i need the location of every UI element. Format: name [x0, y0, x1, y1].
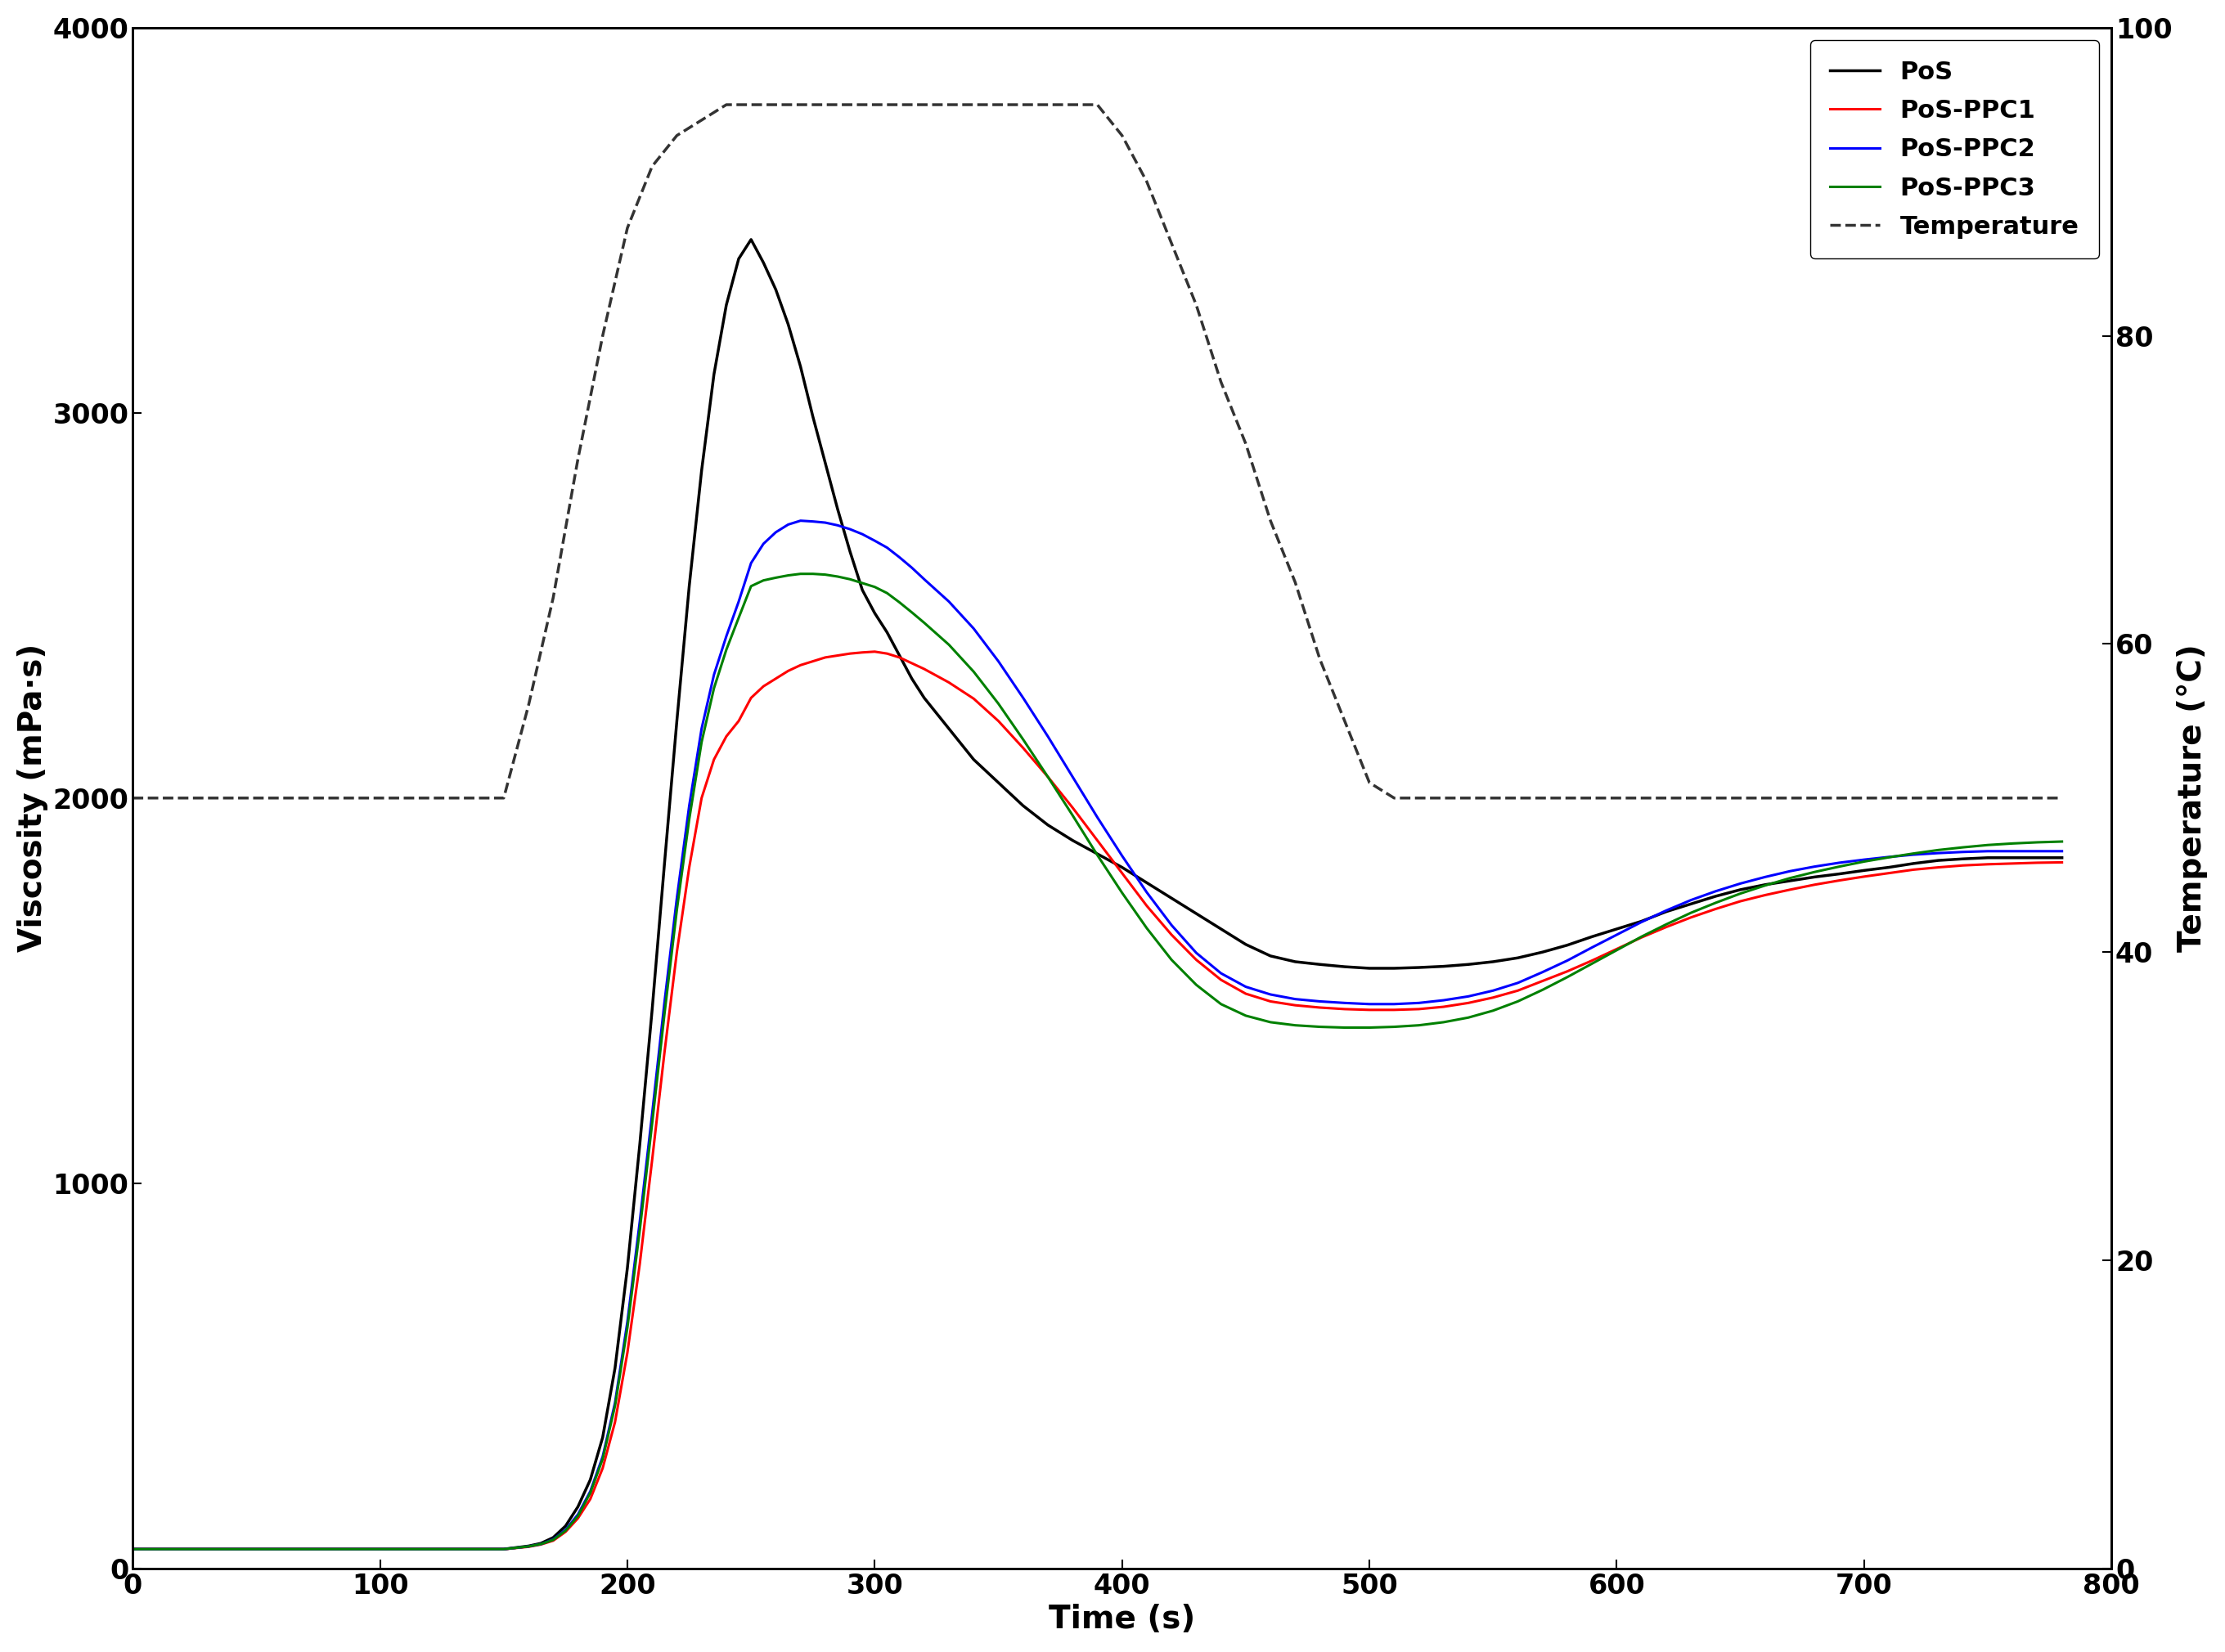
PoS-PPC1: [120, 1540, 147, 1559]
PoS-PPC3: [218, 1540, 245, 1559]
PoS-PPC3: [1480, 1001, 1506, 1021]
PoS: [120, 1540, 147, 1559]
Line: Temperature: Temperature: [134, 104, 2063, 798]
PoS-PPC3: [120, 1540, 147, 1559]
PoS-PPC3: [1331, 1018, 1357, 1037]
Temperature: [934, 94, 961, 114]
PoS-PPC3: [527, 1535, 554, 1555]
PoS: [1382, 958, 1408, 978]
PoS-PPC2: [218, 1540, 245, 1559]
Temperature: [120, 788, 147, 808]
PoS-PPC3: [1382, 1018, 1408, 1037]
PoS-PPC2: [120, 1540, 147, 1559]
Y-axis label: Temperature (°C): Temperature (°C): [2176, 644, 2207, 952]
PoS-PPC1: [1331, 999, 1357, 1019]
PoS-PPC1: [1382, 999, 1408, 1019]
Temperature: [712, 94, 739, 114]
PoS-PPC1: [527, 1535, 554, 1555]
Line: PoS: PoS: [134, 240, 2063, 1550]
PoS: [1455, 955, 1482, 975]
PoS-PPC3: [788, 563, 814, 583]
PoS: [1331, 957, 1357, 976]
PoS: [527, 1533, 554, 1553]
Line: PoS-PPC1: PoS-PPC1: [134, 651, 2063, 1550]
PoS-PPC1: [861, 641, 888, 661]
Y-axis label: Viscosity (mPa·s): Viscosity (mPa·s): [18, 644, 49, 952]
PoS-PPC2: [1382, 995, 1408, 1014]
PoS-PPC2: [527, 1535, 554, 1555]
Temperature: [1257, 510, 1284, 530]
Temperature: [639, 157, 665, 177]
Line: PoS-PPC2: PoS-PPC2: [134, 520, 2063, 1550]
PoS-PPC1: [1480, 988, 1506, 1008]
PoS-PPC2: [1480, 981, 1506, 1001]
PoS: [739, 230, 765, 249]
X-axis label: Time (s): Time (s): [1048, 1604, 1195, 1635]
Temperature: [910, 94, 937, 114]
PoS: [218, 1540, 245, 1559]
Temperature: [2049, 788, 2076, 808]
Temperature: [1553, 788, 1580, 808]
PoS: [1480, 952, 1506, 971]
PoS-PPC2: [788, 510, 814, 530]
PoS-PPC3: [2049, 831, 2076, 851]
PoS: [2049, 847, 2076, 867]
PoS-PPC2: [1331, 993, 1357, 1013]
PoS-PPC1: [2049, 852, 2076, 872]
Temperature: [590, 325, 616, 345]
Line: PoS-PPC3: PoS-PPC3: [134, 573, 2063, 1550]
PoS-PPC1: [218, 1540, 245, 1559]
PoS-PPC2: [1455, 986, 1482, 1006]
Legend: PoS, PoS-PPC1, PoS-PPC2, PoS-PPC3, Temperature: PoS, PoS-PPC1, PoS-PPC2, PoS-PPC3, Tempe…: [1809, 40, 2098, 259]
PoS-PPC2: [2049, 841, 2076, 861]
PoS-PPC1: [1455, 993, 1482, 1013]
PoS-PPC3: [1455, 1008, 1482, 1028]
